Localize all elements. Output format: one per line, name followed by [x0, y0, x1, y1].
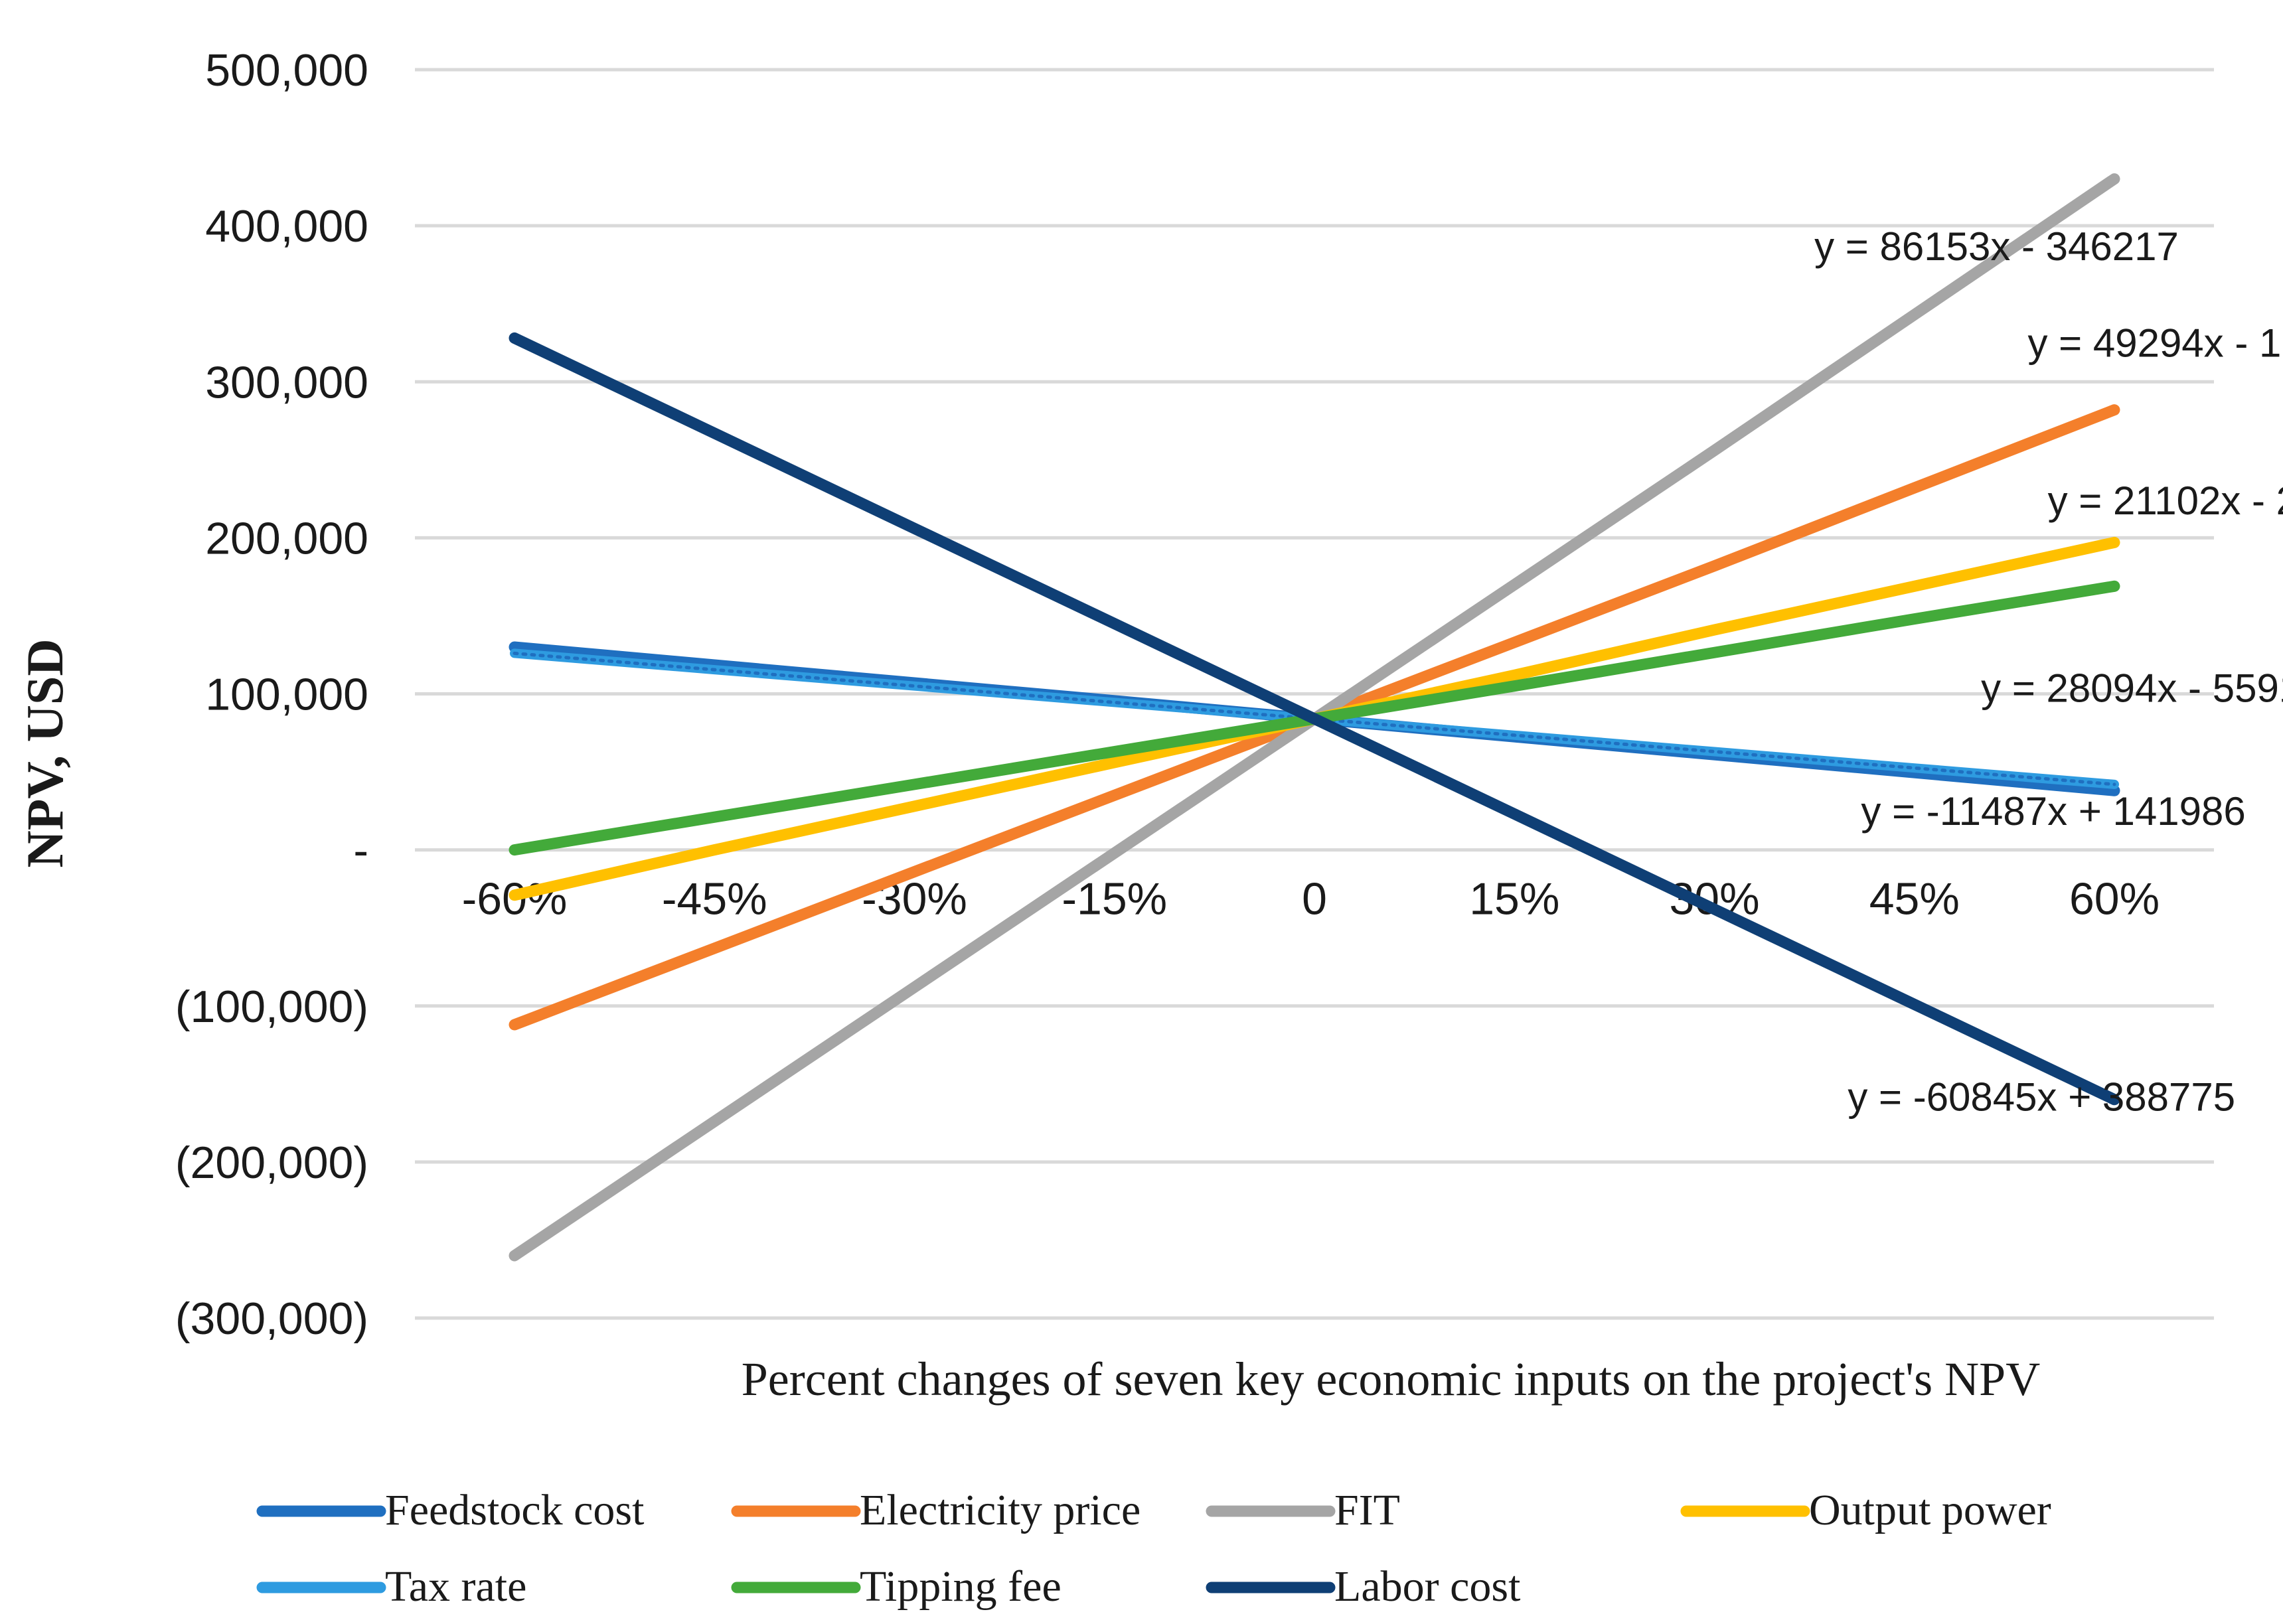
x-tick-label: 0 [1302, 874, 1327, 924]
legend-item: FIT [1206, 1486, 1400, 1534]
x-tick-label: 60% [2069, 874, 2160, 924]
legend-label: FIT [1334, 1486, 1400, 1534]
y-tick-label: (300,000) [175, 1293, 368, 1344]
trendline-equation: y = 28094x - 55918 [1981, 666, 2283, 710]
legend-label: Tipping fee [860, 1562, 1062, 1611]
y-axis-label: NPV, USD [16, 638, 74, 867]
equation-labels: y = 86153x - 346217 y = 49294x - 161922 y … [1814, 224, 2283, 1119]
y-tick-label: (200,000) [175, 1138, 368, 1188]
legend-label: Output power [1809, 1486, 2051, 1534]
legend-item: Electricity price [731, 1486, 1141, 1534]
y-axis-ticks: 500,000 400,000 300,000 200,000 100,000 - (100… [175, 45, 368, 1344]
y-tick-label: - [353, 826, 368, 876]
legend-item: Tax rate [256, 1562, 526, 1611]
legend-item: Feedstock cost [256, 1486, 644, 1534]
legend-label: Feedstock cost [385, 1486, 644, 1534]
legend-item: Output power [1680, 1486, 2051, 1534]
legend-item: Labor cost [1206, 1562, 1520, 1611]
x-tick-label: 45% [1869, 874, 1960, 924]
trendline-equation: y = -60845x + 388775 [1848, 1074, 2235, 1119]
y-tick-label: 100,000 [205, 670, 368, 720]
y-tick-label: (100,000) [175, 982, 368, 1032]
y-tick-label: 200,000 [205, 513, 368, 563]
trendline-equation: y = 86153x - 346217 [1814, 224, 2179, 269]
x-tick-label: 15% [1469, 874, 1559, 924]
x-axis-ticks: -60% -45% -30% -15% 0 15% 30% 45% 60% [462, 874, 2160, 924]
legend-label: Electricity price [860, 1486, 1141, 1534]
y-tick-label: 300,000 [205, 357, 368, 407]
trendline-equation: y = 49294x - 161922 [2027, 321, 2283, 366]
legend: Feedstock cost Electricity price FIT Output… [256, 1486, 2051, 1611]
legend-label: Labor cost [1334, 1562, 1520, 1611]
x-tick-label: -45% [662, 874, 767, 924]
legend-label: Tax rate [385, 1562, 526, 1611]
series-lines [509, 173, 2120, 1262]
y-tick-label: 500,000 [205, 45, 368, 96]
legend-item: Tipping fee [731, 1562, 1062, 1611]
trendline-equation: y = 21102x - 20959 [2048, 479, 2283, 523]
trendline-equation: y = -11487x + 141986 [1861, 789, 2245, 834]
y-tick-label: 400,000 [205, 201, 368, 252]
series-line-labor-cost [509, 332, 2120, 1106]
x-axis-label: Percent changes of seven key economic in… [742, 1353, 2040, 1406]
